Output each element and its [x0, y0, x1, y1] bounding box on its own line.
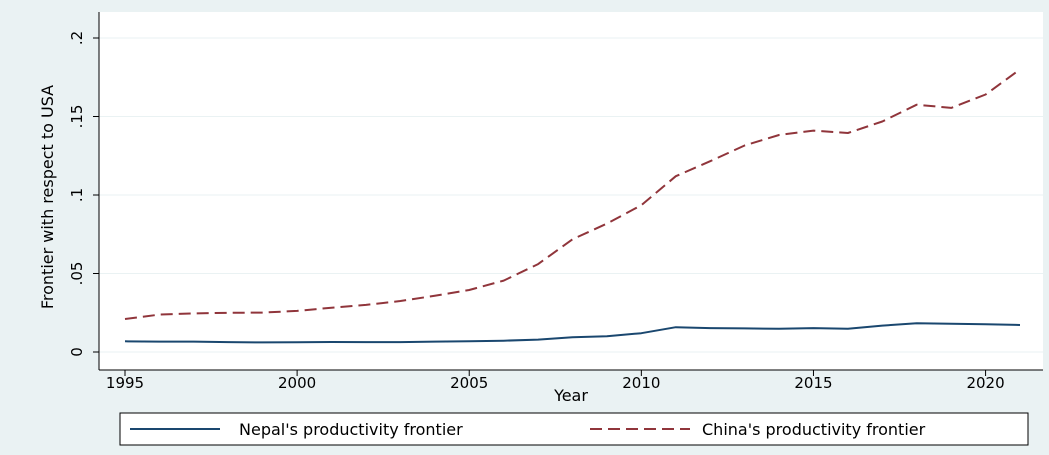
series-line-nepal	[124, 322, 1021, 344]
y-tick-label: .05	[68, 262, 86, 286]
y-axis-ticks: 0 .05 .1 .15 .2	[68, 31, 99, 357]
y-tick-label: 0	[68, 347, 86, 357]
y-tick-label: .1	[68, 188, 86, 202]
x-tick-label: 2010	[622, 374, 660, 392]
series-lines	[124, 68, 1021, 344]
legend-label-china: China's productivity frontier	[702, 420, 926, 439]
x-tick-label: 1995	[106, 374, 144, 392]
y-tick-label: .2	[68, 31, 86, 45]
y-axis-title: Frontier with respect to USA	[38, 85, 57, 309]
y-tick-label: .15	[68, 105, 86, 129]
x-axis-ticks: 1995 2000 2005 2010 2015 2020	[106, 370, 1005, 392]
x-axis-title: Year	[553, 386, 588, 405]
legend-label-nepal: Nepal's productivity frontier	[239, 420, 463, 439]
x-tick-label: 2000	[278, 374, 316, 392]
x-tick-label: 2015	[794, 374, 832, 392]
x-tick-label: 2020	[966, 374, 1004, 392]
legend-box	[119, 412, 1029, 446]
x-tick-label: 2005	[450, 374, 488, 392]
series-line-china	[124, 68, 1021, 320]
plot-background	[99, 12, 1043, 370]
gridlines	[99, 37, 1043, 353]
